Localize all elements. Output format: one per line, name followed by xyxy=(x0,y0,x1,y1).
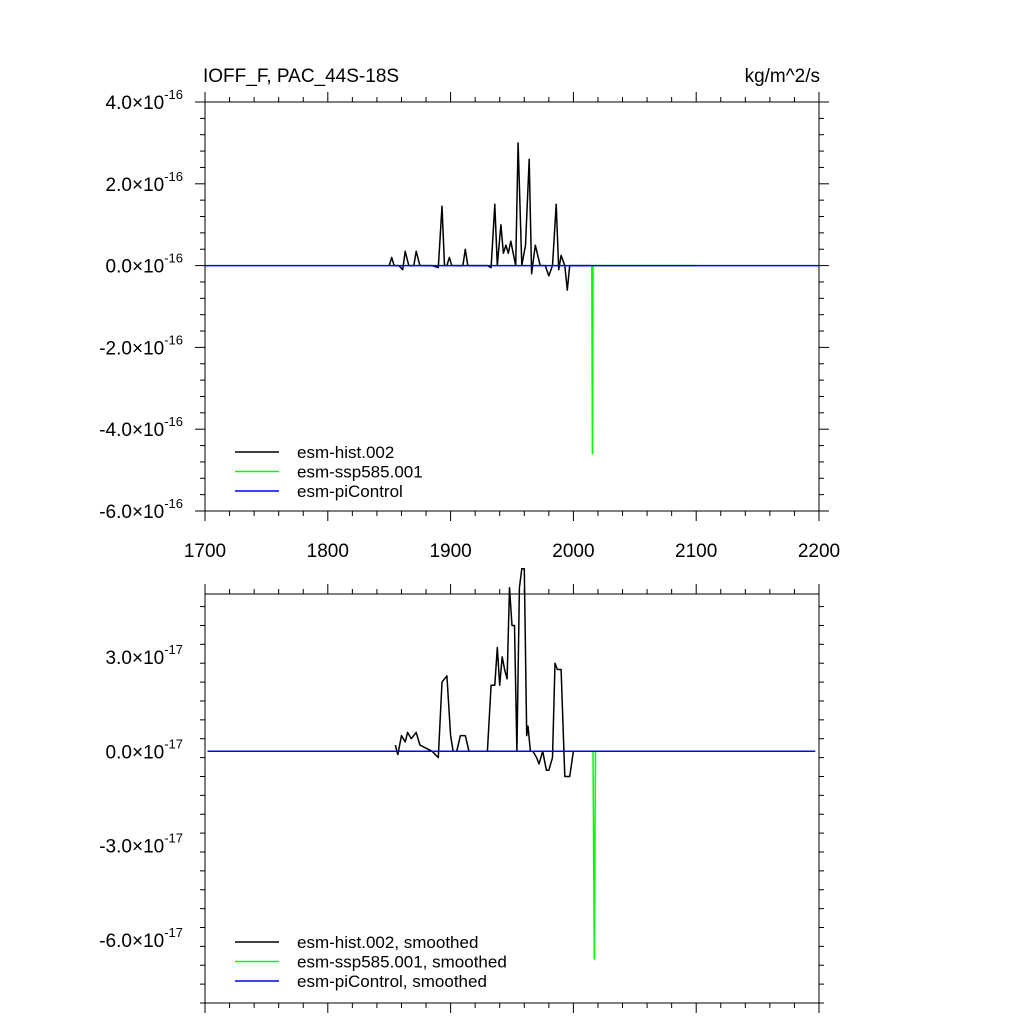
y-tick-exponent: -17 xyxy=(164,642,183,657)
x-tick-label: 1800 xyxy=(307,541,349,562)
units-label: kg/m^2/s xyxy=(745,66,820,87)
series-line-1 xyxy=(591,750,697,960)
y-tick-label: 3.0×10-17 xyxy=(106,642,183,669)
y-tick-exponent: -16 xyxy=(164,251,183,266)
legend-label: esm-piControl, smoothed xyxy=(297,972,487,991)
y-tick-label: 0.0×10-17 xyxy=(106,736,183,763)
y-tick-label: 4.0×10-16 xyxy=(106,87,183,114)
x-tick-label: 1900 xyxy=(429,541,471,562)
series-line-0 xyxy=(388,142,591,291)
y-tick-mantissa: 0.0 xyxy=(106,742,132,763)
x-tick-label: 2200 xyxy=(798,541,840,562)
y-tick-label: -2.0×10-16 xyxy=(99,332,183,359)
y-tick-label: 2.0×10-16 xyxy=(106,169,183,196)
series-line-1 xyxy=(590,264,697,455)
plot-frame-top xyxy=(204,101,820,512)
y-tick-exponent: -16 xyxy=(164,87,183,102)
y-tick-mantissa: 2.0 xyxy=(106,175,132,196)
y-tick-mantissa: 3.0 xyxy=(106,648,132,669)
y-tick-mantissa: -6.0 xyxy=(99,502,132,523)
x-tick-label: 2100 xyxy=(675,541,717,562)
plot-frame-bottom xyxy=(204,593,820,1004)
y-tick-label: -3.0×10-17 xyxy=(99,831,183,858)
y-tick-label: -6.0×10-17 xyxy=(99,925,183,952)
y-tick-exponent: -16 xyxy=(164,332,183,347)
y-tick-label: -6.0×10-16 xyxy=(99,496,183,523)
y-tick-exponent: -17 xyxy=(164,831,183,846)
top-series xyxy=(205,142,819,455)
legend-label: esm-piControl xyxy=(297,482,403,501)
legend-label: esm-hist.002, smoothed xyxy=(297,933,478,952)
top-ticks: 1700 1800 1900 2000 2100 2200 4.0×10-16 2.0×10-… xyxy=(99,87,840,562)
legend-label: esm-ssp585.001 xyxy=(297,463,423,482)
legend-label: esm-ssp585.001, smoothed xyxy=(297,953,507,972)
y-tick-exponent: -16 xyxy=(164,496,183,511)
series-line-0 xyxy=(394,568,576,778)
y-tick-mantissa: -4.0 xyxy=(99,420,132,441)
y-tick-exponent: -16 xyxy=(164,414,183,429)
y-tick-exponent: -17 xyxy=(164,736,183,751)
bottom-series xyxy=(207,568,816,960)
y-tick-mantissa: -2.0 xyxy=(99,338,132,359)
y-tick-mantissa: -6.0 xyxy=(99,931,132,952)
x-tick-label: 1700 xyxy=(184,541,226,562)
y-tick-label: -4.0×10-16 xyxy=(99,414,183,441)
bottom-panel: 3.0×10-17 0.0×10-17 -3.0×10-17 -6.0×10-17 e… xyxy=(99,568,824,1013)
legend-label: esm-hist.002 xyxy=(297,443,394,462)
chart-title: IOFF_F, PAC_44S-18S xyxy=(203,66,399,87)
y-tick-exponent: -16 xyxy=(164,169,183,184)
y-tick-label: 0.0×10-16 xyxy=(106,251,183,278)
x-tick-label: 2000 xyxy=(552,541,594,562)
y-tick-exponent: -17 xyxy=(164,925,183,940)
y-tick-mantissa: -3.0 xyxy=(99,837,132,858)
y-tick-mantissa: 0.0 xyxy=(106,257,132,278)
y-tick-mantissa: 4.0 xyxy=(106,93,132,114)
top-panel: IOFF_F, PAC_44S-18S kg/m^2/s 1700 1800 190… xyxy=(99,66,840,562)
